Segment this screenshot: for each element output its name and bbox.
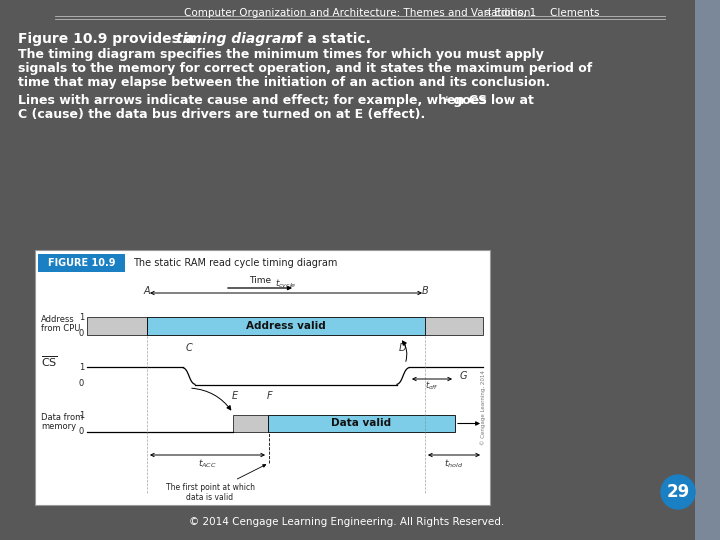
Text: The static RAM read cycle timing diagram: The static RAM read cycle timing diagram [133,258,338,268]
Text: Address: Address [41,315,75,324]
Bar [233,415,268,432]
Text: 0: 0 [78,380,84,388]
Text: Lines with arrows indicate cause and effect; for example, when CS: Lines with arrows indicate cause and eff… [18,94,487,107]
Bar [38,254,125,272]
Text: The first point at which
data is valid: The first point at which data is valid [166,464,266,502]
Text: 0: 0 [78,329,84,339]
Text: $t_{ACC}$: $t_{ACC}$ [198,457,217,469]
Text: 1: 1 [78,362,84,372]
Text: $t_{cycle}$: $t_{cycle}$ [275,278,297,291]
Text: Time: Time [249,276,271,285]
Text: C: C [186,343,192,353]
Text: F: F [267,391,273,401]
Text: B: B [422,286,428,296]
Text: Data from: Data from [41,413,84,422]
Bar [35,250,490,505]
Text: G: G [459,371,467,381]
Text: Data valid: Data valid [331,418,392,429]
Text: E: E [232,391,238,401]
Text: D: D [398,343,406,353]
Text: signals to the memory for correct operation, and it states the maximum period of: signals to the memory for correct operat… [18,62,593,75]
Bar [425,317,483,335]
Text: +: + [443,95,451,104]
Text: 29: 29 [667,483,690,501]
Circle shape [661,475,695,509]
Bar [147,317,425,335]
Text: $t_{hold}$: $t_{hold}$ [444,457,464,469]
Text: FIGURE 10.9: FIGURE 10.9 [48,258,115,268]
Text: 1: 1 [78,313,84,321]
Text: Figure 10.9 provides a: Figure 10.9 provides a [18,32,199,46]
Bar [268,415,455,432]
Text: © Cengage Learning, 2014: © Cengage Learning, 2014 [480,370,486,445]
Text: time that may elapse between the initiation of an action and its conclusion.: time that may elapse between the initiat… [18,76,550,89]
Text: Computer Organization and Architecture: Themes and Variations, 1: Computer Organization and Architecture: … [184,8,536,18]
Bar [695,0,720,540]
Bar [87,317,147,335]
Text: Address valid: Address valid [246,321,326,331]
Text: A: A [144,286,150,296]
Text: from CPU: from CPU [41,324,81,333]
Text: st: st [485,8,492,17]
Text: The timing diagram specifies the minimum times for which you must apply: The timing diagram specifies the minimum… [18,48,544,61]
Text: C (cause) the data bus drivers are turned on at E (effect).: C (cause) the data bus drivers are turne… [18,108,426,121]
Text: $\overline{\rm CS}$: $\overline{\rm CS}$ [41,355,58,369]
Text: timing diagram: timing diagram [176,32,296,46]
Text: $t_{off}$: $t_{off}$ [425,380,439,393]
Text: © 2014 Cengage Learning Engineering. All Rights Reserved.: © 2014 Cengage Learning Engineering. All… [189,517,505,527]
Text: Edition      Clements: Edition Clements [491,8,600,18]
Text: memory: memory [41,422,76,431]
Text: 0: 0 [78,427,84,435]
Text: goes low at: goes low at [449,94,534,107]
Text: of a static.: of a static. [282,32,371,46]
Text: 1: 1 [78,410,84,420]
